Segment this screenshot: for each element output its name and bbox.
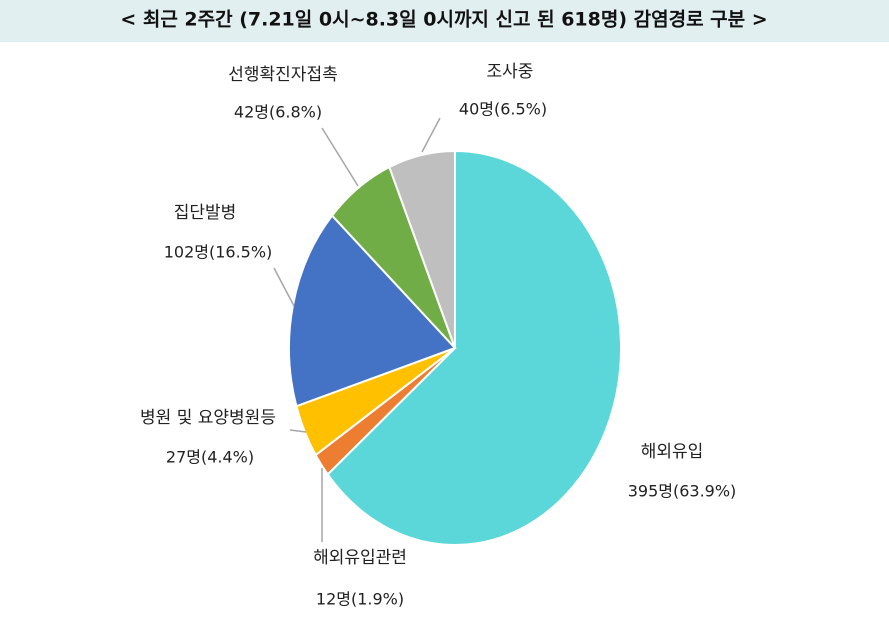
slice-label: 병원 및 요양병원등 <box>140 408 276 428</box>
slice-label: 해외유입관련 <box>313 548 407 568</box>
slice-label: 집단발병 <box>174 203 237 223</box>
leader-line <box>273 267 295 307</box>
value-label: 42명(6.8%) <box>234 103 322 122</box>
value-label: 395명(63.9%) <box>628 482 737 501</box>
leader-line <box>289 429 307 433</box>
value-label: 102명(16.5%) <box>164 243 273 262</box>
leader-line <box>321 127 359 187</box>
chart-title: < 최근 2주간 (7.21일 0시~8.3일 0시까지 신고 된 618명) … <box>120 9 767 31</box>
slice-label: 선행확진자접촉 <box>228 65 337 85</box>
title-band <box>0 0 889 42</box>
slice-label: 조사중 <box>487 62 534 82</box>
value-label: 40명(6.5%) <box>459 100 547 119</box>
leader-line <box>421 117 441 153</box>
pie-slice <box>388 149 456 349</box>
pie-slice <box>326 149 622 546</box>
value-label: 27명(4.4%) <box>166 448 254 467</box>
value-label: 12명(1.9%) <box>316 590 404 609</box>
slice-label: 해외유입 <box>641 442 704 462</box>
